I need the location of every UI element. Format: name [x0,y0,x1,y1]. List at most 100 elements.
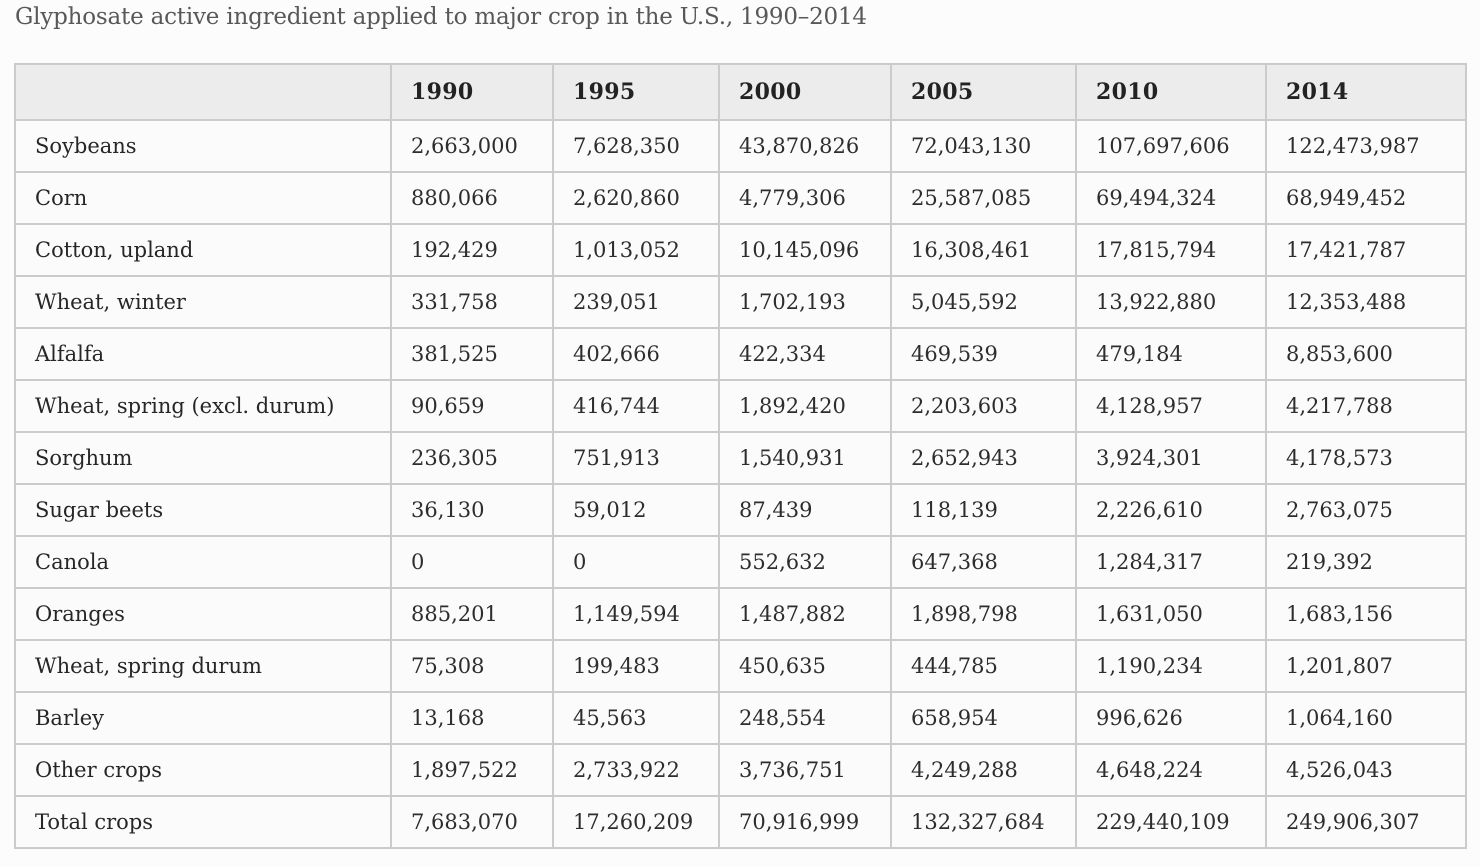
value-cell: 3,736,751 [718,743,892,797]
value-cell: 450,635 [718,639,892,693]
value-cell: 331,758 [390,275,554,329]
row-label: Oranges [14,587,392,641]
value-cell: 13,168 [390,691,554,745]
table-row: Sorghum 236,305 751,913 1,540,931 2,652,943 3… [14,431,1467,485]
row-label: Alfalfa [14,327,392,381]
value-cell: 885,201 [390,587,554,641]
value-cell: 59,012 [552,483,720,537]
value-cell: 132,327,684 [890,795,1077,849]
table-row: Wheat, spring (excl. durum) 90,659 416,744… [14,379,1467,433]
value-cell: 2,763,075 [1265,483,1467,537]
value-cell: 3,924,301 [1075,431,1267,485]
row-label: Wheat, winter [14,275,392,329]
row-label: Soybeans [14,119,392,173]
value-cell: 75,308 [390,639,554,693]
value-cell: 381,525 [390,327,554,381]
value-cell: 552,632 [718,535,892,589]
value-cell: 16,308,461 [890,223,1077,277]
table-row: Sugar beets 36,130 59,012 87,439 118,139 2,22… [14,483,1467,537]
value-cell: 1,898,798 [890,587,1077,641]
table-row: Oranges 885,201 1,149,594 1,487,882 1,898,79… [14,587,1467,641]
value-cell: 1,702,193 [718,275,892,329]
table-row: Cotton, upland 192,429 1,013,052 10,145,096… [14,223,1467,277]
value-cell: 249,906,307 [1265,795,1467,849]
value-cell: 70,916,999 [718,795,892,849]
value-cell: 107,697,606 [1075,119,1267,173]
value-cell: 422,334 [718,327,892,381]
value-cell: 219,392 [1265,535,1467,589]
value-cell: 1,284,317 [1075,535,1267,589]
row-label: Corn [14,171,392,225]
table-row: Canola 0 0 552,632 647,368 1,284,317 219,392 [14,535,1467,589]
value-cell: 1,064,160 [1265,691,1467,745]
glyphosate-table: 1990 1995 2000 2005 2010 2014 Soybeans 2,663,0… [14,63,1467,849]
value-cell: 17,421,787 [1265,223,1467,277]
value-cell: 87,439 [718,483,892,537]
value-cell: 199,483 [552,639,720,693]
row-label: Other crops [14,743,392,797]
value-cell: 4,128,957 [1075,379,1267,433]
value-cell: 4,217,788 [1265,379,1467,433]
value-cell: 122,473,987 [1265,119,1467,173]
value-cell: 236,305 [390,431,554,485]
value-cell: 751,913 [552,431,720,485]
value-cell: 12,353,488 [1265,275,1467,329]
value-cell: 239,051 [552,275,720,329]
value-cell: 647,368 [890,535,1077,589]
value-cell: 444,785 [890,639,1077,693]
value-cell: 4,648,224 [1075,743,1267,797]
value-cell: 0 [390,535,554,589]
value-cell: 2,226,610 [1075,483,1267,537]
value-cell: 17,260,209 [552,795,720,849]
value-cell: 36,130 [390,483,554,537]
value-cell: 10,145,096 [718,223,892,277]
value-cell: 2,620,860 [552,171,720,225]
value-cell: 7,683,070 [390,795,554,849]
table-header-row: 1990 1995 2000 2005 2010 2014 [14,63,1467,121]
value-cell: 4,249,288 [890,743,1077,797]
value-cell: 90,659 [390,379,554,433]
column-header-2000: 2000 [718,63,892,121]
value-cell: 192,429 [390,223,554,277]
value-cell: 1,149,594 [552,587,720,641]
value-cell: 45,563 [552,691,720,745]
value-cell: 880,066 [390,171,554,225]
value-cell: 1,897,522 [390,743,554,797]
column-header-crop [14,63,392,121]
column-header-2014: 2014 [1265,63,1467,121]
column-header-1995: 1995 [552,63,720,121]
value-cell: 68,949,452 [1265,171,1467,225]
table-row: Barley 13,168 45,563 248,554 658,954 996,626 1… [14,691,1467,745]
row-label: Canola [14,535,392,589]
value-cell: 1,190,234 [1075,639,1267,693]
value-cell: 4,178,573 [1265,431,1467,485]
value-cell: 2,652,943 [890,431,1077,485]
table-header: 1990 1995 2000 2005 2010 2014 [14,63,1467,121]
value-cell: 2,733,922 [552,743,720,797]
table-row: Wheat, spring durum 75,308 199,483 450,635 4… [14,639,1467,693]
value-cell: 469,539 [890,327,1077,381]
table-body: Soybeans 2,663,000 7,628,350 43,870,826 72,0… [14,119,1467,849]
table-row: Wheat, winter 331,758 239,051 1,702,193 5,04… [14,275,1467,329]
value-cell: 1,013,052 [552,223,720,277]
value-cell: 248,554 [718,691,892,745]
value-cell: 17,815,794 [1075,223,1267,277]
value-cell: 658,954 [890,691,1077,745]
value-cell: 416,744 [552,379,720,433]
value-cell: 1,631,050 [1075,587,1267,641]
value-cell: 996,626 [1075,691,1267,745]
value-cell: 25,587,085 [890,171,1077,225]
value-cell: 5,045,592 [890,275,1077,329]
value-cell: 1,683,156 [1265,587,1467,641]
value-cell: 43,870,826 [718,119,892,173]
value-cell: 4,526,043 [1265,743,1467,797]
value-cell: 1,892,420 [718,379,892,433]
page-title: Glyphosate active ingredient applied to … [15,4,867,30]
value-cell: 8,853,600 [1265,327,1467,381]
row-label: Sorghum [14,431,392,485]
row-label: Sugar beets [14,483,392,537]
value-cell: 7,628,350 [552,119,720,173]
value-cell: 479,184 [1075,327,1267,381]
row-label: Cotton, upland [14,223,392,277]
table-row: Other crops 1,897,522 2,733,922 3,736,751 4,… [14,743,1467,797]
